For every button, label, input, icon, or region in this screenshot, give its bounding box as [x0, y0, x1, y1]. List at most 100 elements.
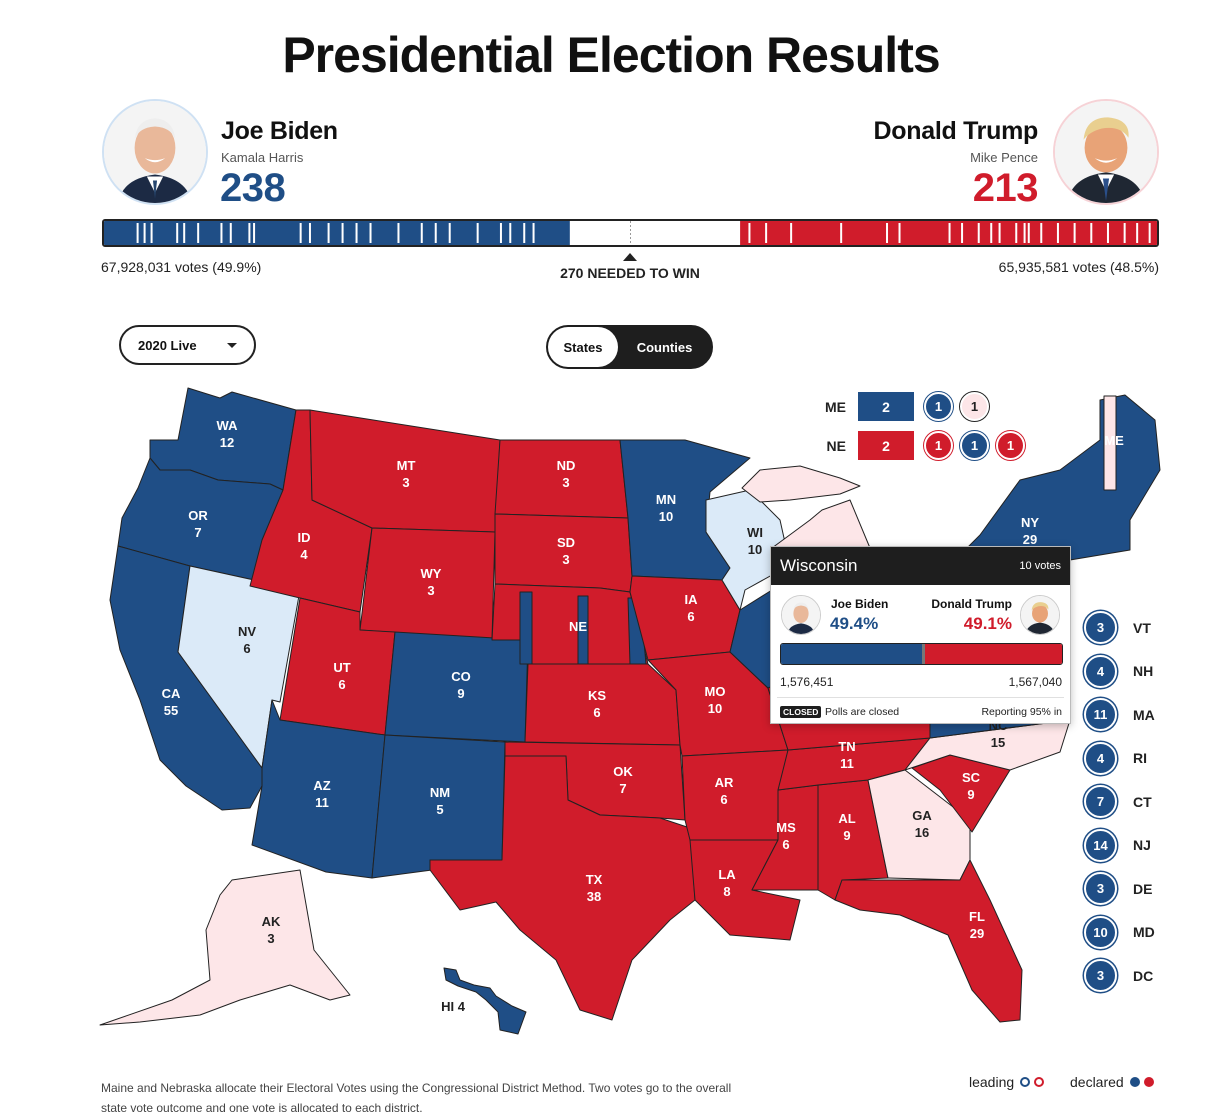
- state-label-wi: WI: [747, 525, 763, 540]
- rep-state-separator: [1073, 223, 1076, 243]
- small-state-md[interactable]: 10 MD: [1084, 911, 1155, 955]
- rep-state-separator: [1106, 223, 1109, 243]
- state-mi-upper: [741, 465, 861, 503]
- small-state-vt[interactable]: 3 VT: [1084, 606, 1155, 650]
- state-label-mt: MT: [397, 458, 416, 473]
- small-state-nj[interactable]: 14 NJ: [1084, 824, 1155, 868]
- me-split-label: ME: [825, 398, 846, 415]
- small-state-ev-badge: 3: [1084, 611, 1117, 645]
- tooltip-divider: [777, 697, 1064, 698]
- tooltip-rep-pct: 49.1%: [963, 614, 1012, 633]
- tooltip-dem-count: 1,576,451: [780, 675, 834, 689]
- state-label-wa: WA: [217, 418, 239, 433]
- dem-state-separator: [150, 223, 153, 243]
- state-ev-sc: 9: [967, 787, 974, 802]
- small-state-abbr: CT: [1133, 793, 1152, 810]
- legend-declared-label: declared: [1070, 1074, 1124, 1090]
- me-split-row: ME 2 1 1: [810, 392, 996, 421]
- rep-state-separator: [1027, 223, 1030, 243]
- ne-district-2[interactable]: 1: [960, 431, 989, 460]
- state-label-or: OR: [188, 508, 208, 523]
- state-label-fl: FL: [969, 909, 985, 924]
- ne-statewide-box: 2: [858, 431, 914, 460]
- us-electoral-map[interactable]: WA12OR7CA55NV6ID4MT3WY3UT6CO9AZ11NM5ND3S…: [0, 380, 1222, 1040]
- state-label-sc: SC: [962, 770, 981, 785]
- state-ev-mn: 10: [659, 509, 673, 524]
- small-state-abbr: NH: [1133, 663, 1154, 680]
- state-tx: [429, 755, 696, 1021]
- tooltip-biden-photo: [781, 595, 821, 635]
- dem-state-separator: [434, 223, 437, 243]
- biden-avatar: [102, 99, 208, 205]
- small-state-de[interactable]: 3 DE: [1084, 867, 1155, 911]
- state-ar: [681, 749, 789, 841]
- small-state-ma[interactable]: 11 MA: [1084, 693, 1155, 737]
- view-toggle[interactable]: States Counties: [546, 325, 713, 369]
- state-label-sd: SD: [557, 535, 575, 550]
- state-ev-la: 8: [723, 884, 730, 899]
- rep-state-separator: [998, 223, 1001, 243]
- small-state-nh[interactable]: 4 NH: [1084, 650, 1155, 694]
- dem-state-separator: [197, 223, 200, 243]
- state-ev-fl: 29: [970, 926, 984, 941]
- state-ev-ms: 6: [782, 837, 789, 852]
- me-district-stripe: [1103, 395, 1117, 491]
- dem-state-separator: [369, 223, 372, 243]
- state-ev-tn: 11: [840, 756, 854, 771]
- small-state-abbr: RI: [1133, 750, 1147, 767]
- state-ev-mo: 10: [708, 701, 722, 716]
- dem-state-separator: [308, 223, 311, 243]
- state-ev-ny: 29: [1023, 532, 1037, 547]
- rep-popular-votes: 65,935,581 votes (48.5%): [998, 259, 1159, 275]
- toggle-states[interactable]: States: [548, 327, 618, 367]
- dem-electoral-votes: 238: [220, 166, 286, 210]
- small-state-abbr: DE: [1133, 880, 1153, 897]
- state-ks: [524, 663, 681, 746]
- ne-district-3[interactable]: 1: [996, 431, 1025, 460]
- dem-state-separator: [509, 223, 512, 243]
- ne-district-1[interactable]: 1: [924, 431, 953, 460]
- state-ev-ut: 6: [338, 677, 345, 692]
- me-district-2[interactable]: 1: [960, 392, 989, 421]
- state-ev-az: 11: [315, 795, 329, 810]
- rep-state-separator: [790, 223, 793, 243]
- state-mi-lower: [771, 499, 871, 549]
- small-state-abbr: MA: [1133, 706, 1155, 723]
- state-label-ga: GA: [912, 808, 932, 823]
- year-select-value: 2020 Live: [138, 337, 197, 353]
- electoral-vote-bar: [102, 219, 1159, 247]
- state-label-me: ME: [1104, 433, 1124, 448]
- dem-state-separator: [143, 223, 146, 243]
- state-label-ne: NE: [569, 619, 587, 634]
- dem-state-separator: [183, 223, 186, 243]
- year-select-dropdown[interactable]: 2020 Live: [119, 325, 256, 365]
- dem-state-separator: [248, 223, 251, 243]
- state-ev-co: 9: [457, 686, 464, 701]
- state-ev-ga: 16: [915, 825, 929, 840]
- toggle-counties[interactable]: Counties: [636, 339, 693, 355]
- small-state-dc[interactable]: 3 DC: [1084, 954, 1155, 998]
- small-state-abbr: MD: [1133, 924, 1155, 941]
- win-threshold-marker-icon: [623, 253, 637, 261]
- dem-state-separator: [523, 223, 526, 243]
- state-label-ak: AK: [262, 914, 281, 929]
- tooltip-dem-name: Joe Biden: [831, 597, 889, 611]
- small-state-ev-badge: 3: [1084, 872, 1117, 906]
- tooltip-status-text: Polls are closed: [825, 706, 900, 718]
- rep-state-separator: [840, 223, 843, 243]
- dem-state-separator: [355, 223, 358, 243]
- me-district-1[interactable]: 1: [924, 392, 953, 421]
- tooltip-rep-name: Donald Trump: [931, 597, 1012, 611]
- state-ev-tx: 38: [587, 889, 601, 904]
- small-state-ri[interactable]: 4 RI: [1084, 737, 1155, 781]
- state-fl: [834, 859, 1023, 1023]
- state-ev-wa: 12: [220, 435, 234, 450]
- legend-leading-label: leading: [969, 1074, 1015, 1090]
- small-state-ct[interactable]: 7 CT: [1084, 780, 1155, 824]
- dem-state-separator: [476, 223, 479, 243]
- rep-state-separator: [1015, 223, 1018, 243]
- state-ia: [629, 575, 741, 661]
- state-label-mn: MN: [656, 492, 676, 507]
- rep-electoral-votes: 213: [972, 166, 1039, 210]
- rep-state-separator: [1123, 223, 1126, 243]
